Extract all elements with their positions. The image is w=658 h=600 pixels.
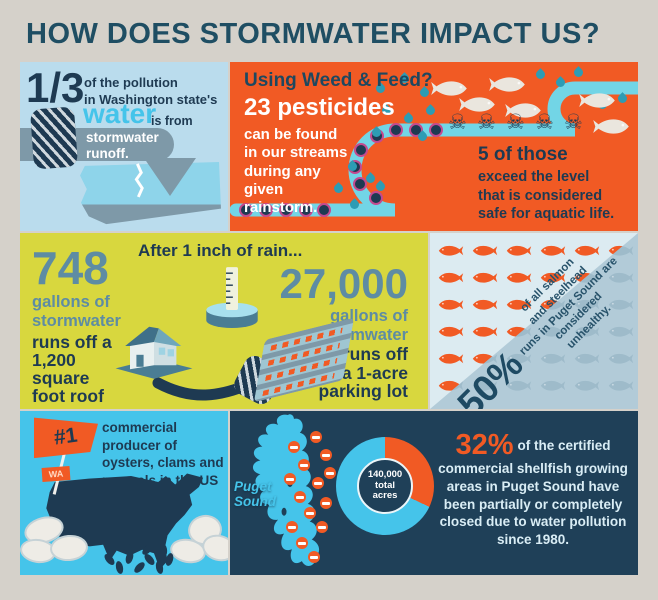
pesticide-icon [317,203,331,217]
fish-icon [438,272,464,284]
pesticide-icon [389,123,403,137]
fish-icon [472,299,498,311]
pesticide-icon [279,203,293,217]
fish-icon [608,380,634,392]
salmon-panel: 50% of all salmon and steelhead runs in … [430,233,638,409]
fish-icon [506,245,532,257]
closed-area-icon [308,551,320,563]
roof-gallons-unit: gallons of stormwater [32,293,121,330]
pesticide-icon [429,123,443,137]
pesticide-icon [354,143,368,157]
tire-icon [29,106,79,170]
roof-desc: runs off a 1,200 square foot roof [32,332,112,407]
closed-area-icon [284,473,296,485]
closed-area-icon [298,459,310,471]
raindrop-icon [348,198,361,211]
weed-and-feed-heading: Using Weed & Feed? [244,70,433,91]
one-third-stat: 1/3 [26,64,85,111]
pesticide-icon [259,203,273,217]
fish-icon [608,353,634,365]
raindrop-icon [572,66,585,79]
closed-area-icon [320,449,332,461]
rain-runoff-panel: After 1 inch of rain... 748 gallons of s… [20,233,428,409]
fish-icon [472,245,498,257]
closed-area-icon [324,467,336,479]
pollution-panel: 1/3 of the pollution in Washington state… [20,62,228,231]
stream-decor [230,62,638,231]
raindrop-icon [534,68,547,81]
closed-area-icon [320,497,332,509]
fish-icon [438,245,464,257]
closed-area-icon [310,431,322,443]
pollution-intro-text: of the pollution in Washington state's [84,75,218,107]
page-title: HOW DOES STORMWATER IMPACT US? [26,18,601,50]
fish-icon [430,80,468,97]
pesticide-icon [239,203,253,217]
banner-text: stormwater runoff. [86,130,159,161]
closure-text: 32% of the certified commercial shellfish… [434,431,632,549]
parking-desc: runs off a 1-acre parking lot [318,344,408,402]
is-from-text: is from [151,114,193,128]
puget-sound-map-icon [238,413,338,571]
parking-gallons-stat: 27,000 [279,260,408,307]
closed-area-icon [294,491,306,503]
skull-icon: ☠ [506,111,525,134]
closed-area-icon [296,537,308,549]
pesticides-panel: Using Weed & Feed? 23 pesticides can be … [230,62,638,231]
five-of-those-stat: 5 of those [478,144,568,165]
down-arrow-icon [144,158,196,196]
raindrop-icon [616,92,629,105]
closed-area-icon [288,441,300,453]
house-icon [115,326,193,379]
salmon-stat: 50% [449,343,531,409]
closed-area-icon [312,477,324,489]
raindrop-icon [554,76,567,89]
rain-heading: After 1 inch of rain... [138,241,303,260]
roof-gallons-stat: 748 [32,242,109,294]
skull-icon: ☠ [448,111,467,134]
shellfish-producer-panel: #1 commercial producer of oysters, clams… [20,411,228,575]
rain-gauge-icon [206,267,258,328]
skull-icon: ☠ [477,111,496,134]
wa-state-tag: WA [41,466,71,482]
donut-center-label: 140,000 total acres [367,469,403,502]
closures-panel: Puget Sound 140,000 total acres 32% of th… [230,411,638,575]
closed-area-icon [304,507,316,519]
fish-icon [574,380,600,392]
number-one-flag-icon: #1 [34,417,98,459]
pesticide-icon [369,191,383,205]
water-word: water [83,98,157,129]
donut-hole: 140,000 total acres [357,458,413,514]
stream-icon [230,81,638,217]
fish-icon [472,272,498,284]
skull-icon: ☠ [564,111,583,134]
closed-area-icon [286,521,298,533]
fish-icon [438,326,464,338]
pesticides-stat: 23 pesticides [244,94,395,121]
closure-stat: 32% [455,429,514,461]
aquatic-life-body: exceed the level that is considered safe… [478,169,615,223]
puget-sound-squiggle [134,163,144,198]
pesticide-icon [353,177,367,191]
closure-body: of the certified commercial shellfish gr… [438,438,628,548]
rank-number: #1 [52,423,80,450]
pesticide-icon [299,203,313,217]
closed-area-icon [316,521,328,533]
fish-icon [578,92,616,109]
puget-sound-label: Puget Sound [234,479,276,510]
skull-icon: ☠ [535,111,554,134]
fish-icon [438,299,464,311]
pesticides-body: can be found in our streams during any g… [244,126,348,217]
fish-icon [488,76,526,93]
raindrop-icon [424,104,437,117]
fish-icon [592,118,630,135]
